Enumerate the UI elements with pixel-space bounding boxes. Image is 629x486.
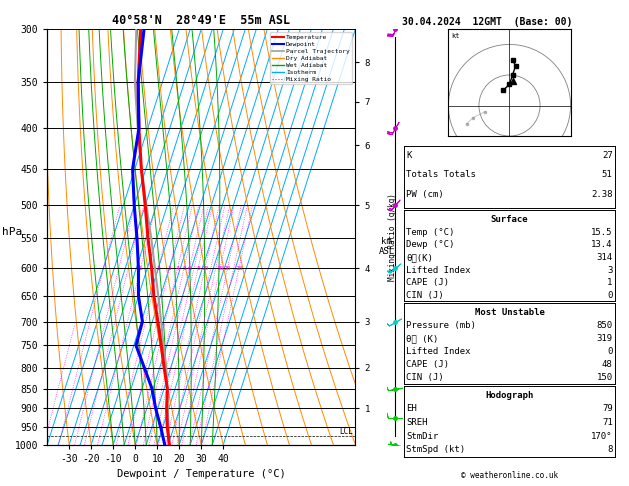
Text: θᴇ (K): θᴇ (K) — [406, 334, 438, 343]
Text: Totals Totals: Totals Totals — [406, 170, 476, 179]
Text: Pressure (mb): Pressure (mb) — [406, 321, 476, 330]
Text: StmDir: StmDir — [406, 432, 438, 441]
Text: CIN (J): CIN (J) — [406, 291, 444, 300]
Text: 8: 8 — [196, 266, 200, 271]
Text: 3: 3 — [167, 266, 171, 271]
Text: 319: 319 — [596, 334, 613, 343]
Text: 150: 150 — [596, 373, 613, 382]
Title: 40°58'N  28°49'E  55m ASL: 40°58'N 28°49'E 55m ASL — [112, 14, 291, 27]
Text: 3: 3 — [607, 265, 613, 275]
X-axis label: Dewpoint / Temperature (°C): Dewpoint / Temperature (°C) — [117, 469, 286, 479]
Text: 8: 8 — [607, 445, 613, 454]
Text: SREH: SREH — [406, 418, 428, 427]
Text: 79: 79 — [602, 404, 613, 414]
Text: Surface: Surface — [491, 215, 528, 224]
Text: 71: 71 — [602, 418, 613, 427]
Legend: Temperature, Dewpoint, Parcel Trajectory, Dry Adiabat, Wet Adiabat, Isotherm, Mi: Temperature, Dewpoint, Parcel Trajectory… — [270, 32, 352, 84]
Y-axis label: hPa: hPa — [2, 227, 22, 237]
Text: 314: 314 — [596, 253, 613, 262]
Text: LCL: LCL — [340, 427, 353, 436]
Text: kt: kt — [452, 34, 460, 39]
Text: CAPE (J): CAPE (J) — [406, 360, 449, 369]
Text: 15.5: 15.5 — [591, 227, 613, 237]
Text: 48: 48 — [602, 360, 613, 369]
Text: 5: 5 — [182, 266, 186, 271]
Text: 6: 6 — [187, 266, 191, 271]
Text: 16: 16 — [216, 266, 224, 271]
Text: 30.04.2024  12GMT  (Base: 00): 30.04.2024 12GMT (Base: 00) — [403, 17, 572, 27]
Text: K: K — [406, 151, 412, 160]
Text: CIN (J): CIN (J) — [406, 373, 444, 382]
Y-axis label: km
ASL: km ASL — [379, 237, 394, 256]
Text: 1: 1 — [607, 278, 613, 287]
Text: 28: 28 — [235, 266, 243, 271]
Text: 0: 0 — [607, 347, 613, 356]
Text: EH: EH — [406, 404, 417, 414]
Text: 20: 20 — [224, 266, 231, 271]
Text: Most Unstable: Most Unstable — [474, 308, 545, 317]
Text: 0: 0 — [607, 291, 613, 300]
Text: 13.4: 13.4 — [591, 240, 613, 249]
Text: CAPE (J): CAPE (J) — [406, 278, 449, 287]
Text: Dewp (°C): Dewp (°C) — [406, 240, 455, 249]
Text: 170°: 170° — [591, 432, 613, 441]
Text: 1: 1 — [138, 266, 142, 271]
Text: 850: 850 — [596, 321, 613, 330]
Text: θᴇ(K): θᴇ(K) — [406, 253, 433, 262]
Text: 2: 2 — [157, 266, 160, 271]
Text: Lifted Index: Lifted Index — [406, 265, 471, 275]
Text: Lifted Index: Lifted Index — [406, 347, 471, 356]
Text: 2.38: 2.38 — [591, 190, 613, 199]
Text: 27: 27 — [602, 151, 613, 160]
Text: 51: 51 — [602, 170, 613, 179]
Text: Mixing Ratio (g/kg): Mixing Ratio (g/kg) — [388, 193, 397, 281]
Text: 10: 10 — [201, 266, 209, 271]
Text: Temp (°C): Temp (°C) — [406, 227, 455, 237]
Text: © weatheronline.co.uk: © weatheronline.co.uk — [461, 471, 558, 480]
Text: PW (cm): PW (cm) — [406, 190, 444, 199]
Text: Hodograph: Hodograph — [486, 391, 533, 400]
Text: StmSpd (kt): StmSpd (kt) — [406, 445, 465, 454]
Text: 4: 4 — [175, 266, 179, 271]
